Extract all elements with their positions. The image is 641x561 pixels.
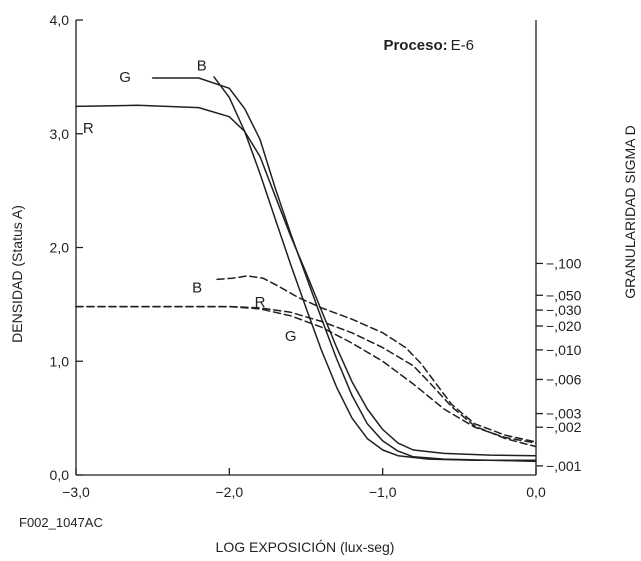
curve-label-r: R [255,294,266,311]
axis-ticks: −3,0 −2,0 −1,0 0,0 0,0 1,0 2,0 3,0 4,0 −,100 −,050… [50,12,582,500]
y-tick-label: 1,0 [50,353,70,369]
series-b-dashed-line [216,275,537,443]
y2-tick-label: −,003 [546,406,582,422]
x-tick-label: −2,0 [216,484,244,500]
y2-tick-label: −,100 [546,255,582,271]
y2-tick-label: −,030 [546,302,582,318]
x-tick-label: −3,0 [62,484,90,500]
curve-label-g: G [119,69,131,86]
y-tick-label: 4,0 [50,12,70,28]
axes-frame [75,20,537,476]
y2-tick-label: −,002 [546,419,582,435]
curve-labels: R G B B R G [83,58,297,346]
series-r-solid-line [75,104,537,457]
x-tick-label: −1,0 [369,484,397,500]
curve-label-b: B [192,279,202,296]
y-tick-label: 0,0 [50,467,70,483]
series-g-dashed-line [75,305,537,444]
y2-tick-label: −,050 [546,287,582,303]
curve-label-b: B [197,58,207,75]
curve-label-r: R [83,120,94,137]
series-b-solid-line [213,76,537,461]
y2-tick-label: −,006 [546,371,582,387]
series-g-solid-line [151,77,537,463]
curve-label-g: G [285,328,297,345]
series-r-dashed-line [75,305,537,448]
process-annotation: Proceso: E-6 [383,37,474,54]
y-axis-title: DENSIDAD (Status A) [9,205,25,343]
series-lines [75,76,537,463]
x-tick-label: 0,0 [526,484,546,500]
y2-tick-label: −,020 [546,318,582,334]
y2-tick-label: −,010 [546,342,582,358]
y-tick-label: 3,0 [50,126,70,142]
y-tick-label: 2,0 [50,240,70,256]
y2-axis-title: GRANULARIDAD SIGMA D [622,125,638,298]
y2-tick-label: −,001 [546,458,582,474]
x-axis-title: LOG EXPOSICIÓN (lux-seg) [216,539,395,555]
figure-code: F002_1047AC [19,515,103,530]
